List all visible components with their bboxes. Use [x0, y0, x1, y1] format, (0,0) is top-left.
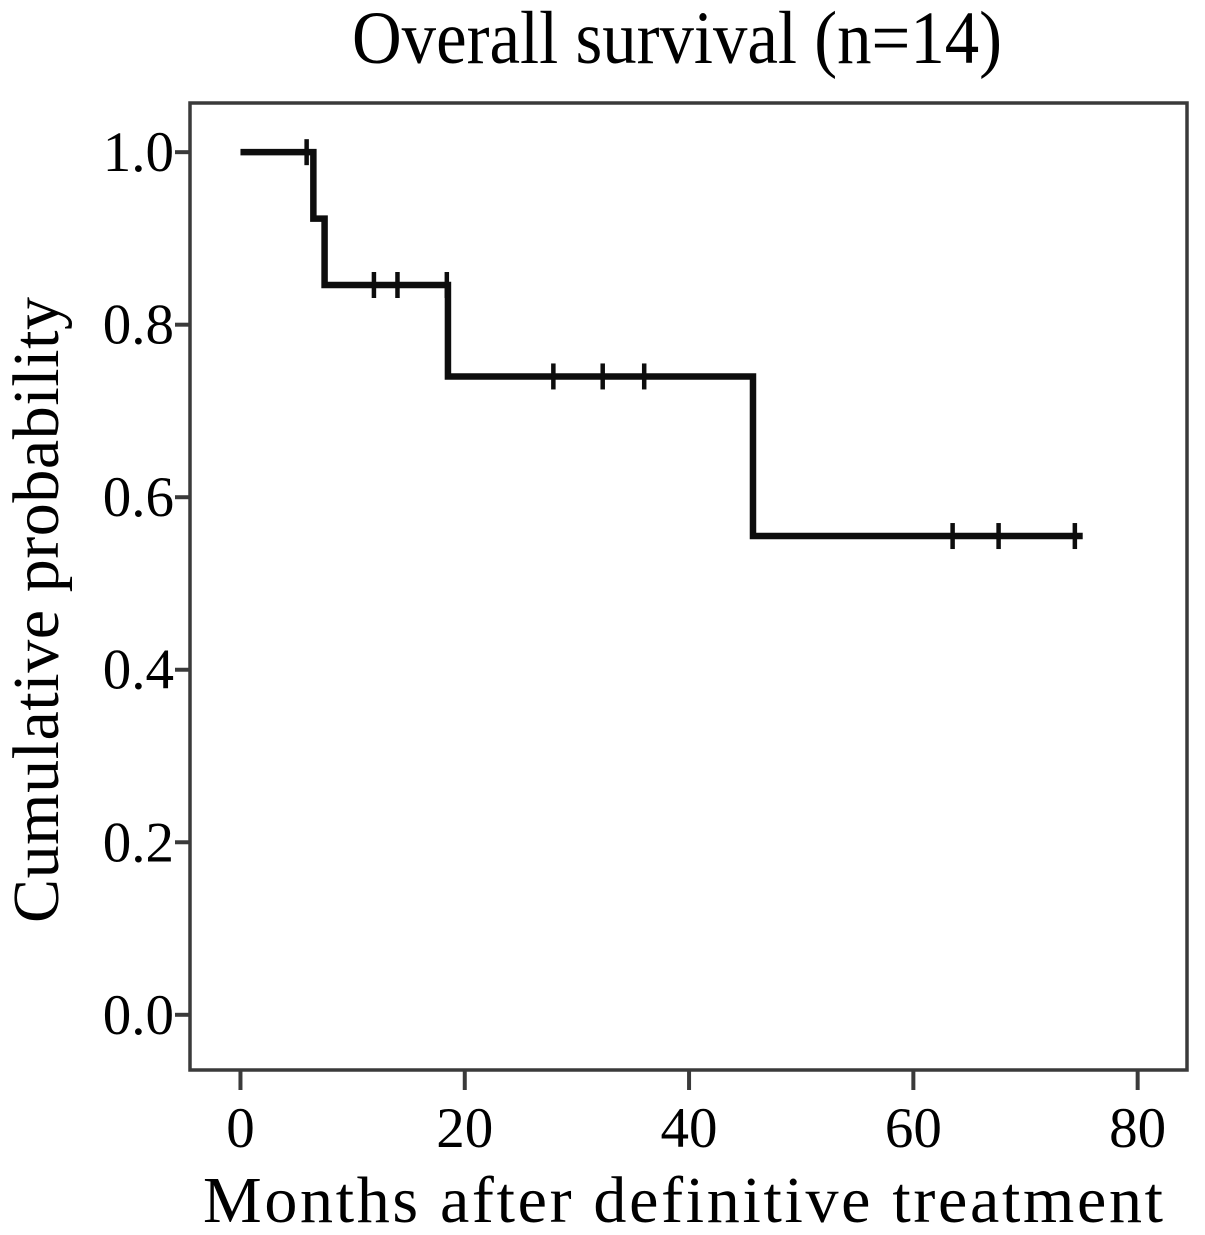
survival-curve	[240, 148, 1083, 540]
x-tick-label: 40	[661, 1097, 718, 1160]
plot-area: 0 20 40 60 80 0.0 0.2 0.4 0.6 0.8 1.0	[103, 101, 1189, 1160]
plot-frame	[188, 101, 1189, 1072]
y-tick-label: 1.0	[103, 121, 174, 184]
y-tick-label: 0.6	[103, 466, 174, 529]
y-tick-label: 0.2	[103, 811, 174, 874]
y-tick-label: 0.8	[103, 294, 174, 357]
x-tick-label: 80	[1109, 1097, 1166, 1160]
y-tick-label: 0.0	[103, 984, 174, 1047]
y-axis-label: Cumulative probability	[0, 297, 73, 923]
x-tick-label: 0	[226, 1097, 255, 1160]
y-tick-label: 0.4	[103, 639, 174, 702]
x-axis-label: Months after definitive treatment	[203, 1164, 1163, 1235]
x-tick-label: 60	[885, 1097, 942, 1160]
x-tick-label: 20	[436, 1097, 493, 1160]
chart-title: Overall survival (n=14)	[352, 0, 1002, 80]
